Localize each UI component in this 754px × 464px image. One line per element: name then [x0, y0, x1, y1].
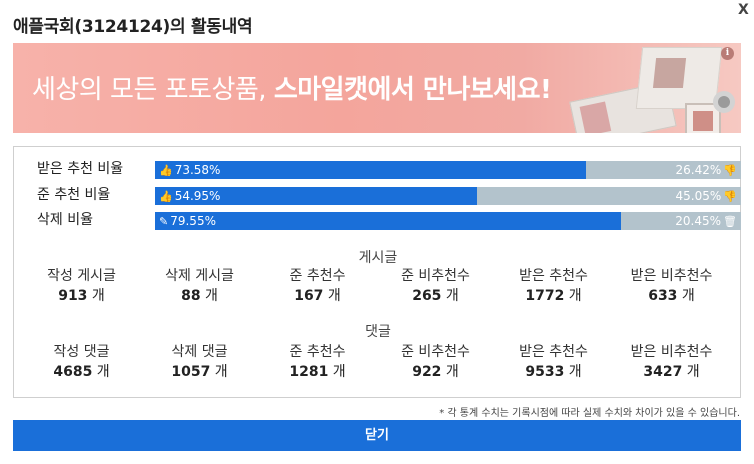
- stats-panel: 받은 추천 비율 👍 73.58% 26.42% 👎 준 추천 비율 👍 54.95%…: [13, 146, 741, 398]
- stat-cell: 작성 댓글 4685 개: [24, 343, 139, 383]
- close-button[interactable]: 닫기: [13, 420, 741, 451]
- thumbs-up-icon: 👍: [159, 190, 173, 203]
- rate-left-value: 79.55%: [170, 214, 216, 228]
- stat-value: 1772 개: [525, 288, 582, 304]
- banner-text: 세상의 모든 포토상품, 스마일캣에서 만나보세요!: [32, 69, 552, 106]
- rate-label: 삭제 비율: [37, 212, 93, 228]
- dialog-title: 애플국회(3124124)의 활동내역: [13, 17, 253, 37]
- stat-label: 준 비추천수: [401, 268, 470, 284]
- rate-left-value: 54.95%: [174, 189, 221, 203]
- stat-cell: 준 추천수 1281 개: [260, 343, 375, 383]
- stat-value: 167 개: [294, 288, 341, 304]
- rate-label: 준 추천 비율: [37, 187, 111, 203]
- stat-cell: 삭제 댓글 1057 개: [142, 343, 257, 383]
- rate-bar: ✎ 79.55% 20.45% 🗑: [155, 212, 741, 230]
- rate-bar: 👍 54.95% 45.05% 👎: [155, 187, 741, 205]
- posts-section-title: 게시글: [358, 250, 398, 266]
- rate-label: 받은 추천 비율: [37, 161, 124, 177]
- rate-bar: 👍 73.58% 26.42% 👎: [155, 161, 741, 179]
- stat-value: 913 개: [58, 288, 105, 304]
- stat-label: 받은 비추천수: [630, 344, 713, 360]
- stat-value: 1057 개: [171, 364, 228, 380]
- stat-value: 265 개: [412, 288, 459, 304]
- stat-label: 작성 게시글: [47, 268, 116, 284]
- stat-label: 받은 비추천수: [630, 268, 713, 284]
- close-icon[interactable]: X: [738, 2, 749, 18]
- rate-row-received-recommend: 받은 추천 비율 👍 73.58% 26.42% 👎: [28, 159, 741, 179]
- stat-cell: 받은 비추천수 633 개: [614, 267, 729, 307]
- edit-icon: ✎: [159, 215, 169, 228]
- stat-value: 633 개: [648, 288, 695, 304]
- stat-label: 받은 추천수: [519, 268, 588, 284]
- stat-value: 1281 개: [289, 364, 346, 380]
- desk-calendar-image: [635, 47, 723, 109]
- rate-row-given-recommend: 준 추천 비율 👍 54.95% 45.05% 👎: [28, 185, 741, 205]
- stat-cell: 준 비추천수 922 개: [378, 343, 493, 383]
- rate-right-value: 26.42%: [675, 163, 722, 177]
- tape-roll-image: [713, 91, 735, 113]
- stat-cell: 삭제 게시글 88 개: [142, 267, 257, 307]
- rate-right-value: 45.05%: [675, 189, 722, 203]
- thumbs-up-icon: 👍: [159, 164, 173, 177]
- thumbs-down-icon: 👎: [723, 190, 737, 203]
- posts-stats-row: 작성 게시글 913 개 삭제 게시글 88 개 준 추천수 167 개 준 비추천수…: [14, 267, 742, 311]
- stat-cell: 받은 추천수 9533 개: [496, 343, 611, 383]
- stat-label: 준 추천수: [289, 344, 346, 360]
- stat-cell: 준 추천수 167 개: [260, 267, 375, 307]
- stat-value: 4685 개: [53, 364, 110, 380]
- thumbs-down-icon: 👎: [723, 164, 737, 177]
- rate-right-value: 20.45%: [675, 214, 722, 228]
- stat-cell: 받은 추천수 1772 개: [496, 267, 611, 307]
- info-icon[interactable]: i: [721, 47, 734, 60]
- stat-cell: 작성 게시글 913 개: [24, 267, 139, 307]
- rate-bar-fill: [155, 161, 587, 179]
- trash-icon: 🗑: [723, 215, 737, 228]
- stat-cell: 준 비추천수 265 개: [378, 267, 493, 307]
- stats-footnote: * 각 통계 수치는 기록시점에 따라 실제 수치와 차이가 있을 수 있습니다…: [439, 408, 740, 419]
- rate-row-delete: 삭제 비율 ✎ 79.55% 20.45% 🗑: [28, 210, 741, 230]
- stat-label: 준 비추천수: [401, 344, 470, 360]
- stat-cell: 받은 비추천수 3427 개: [614, 343, 729, 383]
- stat-label: 작성 댓글: [53, 344, 110, 360]
- stat-label: 받은 추천수: [519, 344, 588, 360]
- rate-left-value: 73.58%: [174, 163, 221, 177]
- stat-value: 88 개: [181, 288, 218, 304]
- stat-label: 삭제 게시글: [165, 268, 234, 284]
- stat-label: 준 추천수: [289, 268, 346, 284]
- stat-label: 삭제 댓글: [171, 344, 228, 360]
- banner-text-bold: 스마일캣에서 만나보세요!: [273, 75, 552, 105]
- rate-bar-fill: [155, 187, 477, 205]
- ad-banner[interactable]: 세상의 모든 포토상품, 스마일캣에서 만나보세요! i: [13, 43, 741, 133]
- stat-value: 9533 개: [525, 364, 582, 380]
- stat-value: 922 개: [412, 364, 459, 380]
- stat-value: 3427 개: [643, 364, 700, 380]
- rate-bar-fill: [155, 212, 622, 230]
- comments-stats-row: 작성 댓글 4685 개 삭제 댓글 1057 개 준 추천수 1281 개 준 비추…: [14, 343, 742, 387]
- comments-section-title: 댓글: [365, 324, 391, 340]
- banner-text-plain: 세상의 모든 포토상품,: [32, 75, 274, 105]
